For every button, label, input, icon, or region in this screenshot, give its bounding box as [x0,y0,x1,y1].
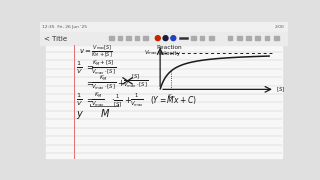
Bar [209,36,214,40]
Text: +: + [124,96,131,105]
Text: < Title: < Title [44,35,67,42]
Bar [274,36,279,40]
Text: $\frac{[S]}{V_{max}\cdot[S]}$: $\frac{[S]}{V_{max}\cdot[S]}$ [123,72,148,90]
Bar [246,36,251,40]
Bar [109,36,114,40]
Text: $\frac{1}{V}$: $\frac{1}{V}$ [76,59,83,76]
Text: =: = [86,96,93,105]
Circle shape [155,36,160,41]
Text: $\frac{K_M}{V_{max}\cdot[S]}$: $\frac{K_M}{V_{max}\cdot[S]}$ [91,74,116,92]
Text: $\frac{K_M}{V_{max}}$: $\frac{K_M}{V_{max}}$ [91,91,105,109]
Bar [40,32,288,45]
Bar [134,36,139,40]
Bar [46,45,282,158]
Text: $\frac{K_M+[S]}{V_{max}\cdot[S]}$: $\frac{K_M+[S]}{V_{max}\cdot[S]}$ [91,59,116,77]
Bar [117,36,122,40]
Text: $\cdot\frac{1}{[S]}$: $\cdot\frac{1}{[S]}$ [110,92,123,109]
Text: M: M [100,109,109,119]
Text: $V_{max}$: $V_{max}$ [144,48,158,57]
Text: +: + [117,79,124,88]
Circle shape [171,36,176,41]
Text: 2:00: 2:00 [275,25,285,29]
Text: $v = \frac{V_{max}[S]}{K_M+[S]}$: $v = \frac{V_{max}[S]}{K_M+[S]}$ [79,43,113,59]
Text: $K_m$: $K_m$ [167,92,175,101]
Bar [191,36,196,40]
Text: $[S]$: $[S]$ [276,86,286,94]
Bar [265,36,269,40]
Text: 12:35  Fri, 26 Jun '25: 12:35 Fri, 26 Jun '25 [42,25,87,29]
Text: Reaction: Reaction [156,45,182,50]
Text: $(Y = Mx + C)$: $(Y = Mx + C)$ [150,94,197,106]
Text: =: = [86,63,93,72]
Bar [126,36,131,40]
Text: $\frac{1}{V}$: $\frac{1}{V}$ [76,92,83,109]
Text: =: = [86,79,93,88]
Circle shape [163,36,168,41]
Bar [237,36,242,40]
Bar [255,36,260,40]
Bar [228,36,232,40]
Bar [40,22,288,32]
Text: $\frac{1}{V_{max}}$: $\frac{1}{V_{max}}$ [130,91,144,109]
Text: Velocity: Velocity [158,51,181,56]
Bar [143,36,148,40]
Text: y: y [76,109,82,119]
Bar [200,36,204,40]
